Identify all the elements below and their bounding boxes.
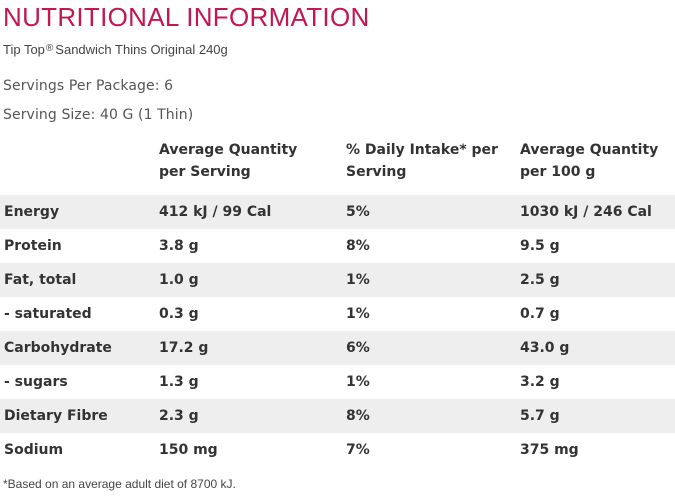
per-serving-value: 1.0 g bbox=[159, 272, 199, 288]
per-serving-value: 150 mg bbox=[159, 442, 218, 458]
product-name: Tip Top® Sandwich Thins Original 240g bbox=[3, 42, 228, 57]
daily-intake-value: 1% bbox=[346, 374, 370, 390]
nutrient-name: - sugars bbox=[4, 374, 68, 390]
product-brand: Tip Top bbox=[3, 42, 45, 57]
daily-intake-value: 6% bbox=[346, 340, 370, 356]
nutrient-name: Energy bbox=[4, 204, 60, 220]
per-serving-value: 412 kJ / 99 Cal bbox=[159, 204, 272, 220]
daily-intake-value: 5% bbox=[346, 204, 370, 220]
table-row: - sugars 1.3 g 1% 3.2 g bbox=[0, 365, 675, 399]
table-header: Average Quantity per Serving % Daily Int… bbox=[0, 129, 675, 195]
nutrient-name: Fat, total bbox=[4, 272, 77, 288]
per-100g-value: 3.2 g bbox=[520, 374, 560, 390]
footnote: *Based on an average adult diet of 8700 … bbox=[3, 477, 236, 491]
per-100g-value: 1030 kJ / 246 Cal bbox=[520, 204, 652, 220]
per-serving-value: 17.2 g bbox=[159, 340, 209, 356]
per-100g-value: 9.5 g bbox=[520, 238, 560, 254]
daily-intake-value: 7% bbox=[346, 442, 370, 458]
table-row: Carbohydrate 17.2 g 6% 43.0 g bbox=[0, 331, 675, 365]
table-body: Energy 412 kJ / 99 Cal 5% 1030 kJ / 246 Cal… bbox=[0, 195, 675, 467]
per-100g-value: 0.7 g bbox=[520, 306, 560, 322]
header-per-100g: Average Quantity per 100 g bbox=[520, 142, 659, 180]
nutrient-name: Sodium bbox=[4, 442, 64, 458]
serving-size: Serving Size: 40 G (1 Thin) bbox=[3, 107, 194, 123]
table-row: Dietary Fibre 2.3 g 8% 5.7 g bbox=[0, 399, 675, 433]
per-serving-value: 3.8 g bbox=[159, 238, 199, 254]
nutrient-name: Carbohydrate bbox=[4, 340, 112, 356]
table-row: - saturated 0.3 g 1% 0.7 g bbox=[0, 297, 675, 331]
daily-intake-value: 8% bbox=[346, 408, 370, 424]
nutrient-name: - saturated bbox=[4, 306, 92, 322]
table-row: Protein 3.8 g 8% 9.5 g bbox=[0, 229, 675, 263]
header-per-serving: Average Quantity per Serving bbox=[159, 142, 298, 180]
nutrient-name: Dietary Fibre bbox=[4, 408, 108, 424]
daily-intake-value: 1% bbox=[346, 306, 370, 322]
trademark-symbol: ® bbox=[45, 43, 54, 54]
header-daily-intake: % Daily Intake* per Serving bbox=[346, 142, 498, 180]
per-serving-value: 0.3 g bbox=[159, 306, 199, 322]
per-serving-value: 1.3 g bbox=[159, 374, 199, 390]
nutrition-table: Average Quantity per Serving % Daily Int… bbox=[0, 129, 675, 467]
daily-intake-value: 8% bbox=[346, 238, 370, 254]
product-description: Sandwich Thins Original 240g bbox=[55, 42, 228, 57]
page-title: NUTRITIONAL INFORMATION bbox=[3, 2, 370, 32]
per-serving-value: 2.3 g bbox=[159, 408, 199, 424]
table-row: Fat, total 1.0 g 1% 2.5 g bbox=[0, 263, 675, 297]
table-row: Energy 412 kJ / 99 Cal 5% 1030 kJ / 246 Cal bbox=[0, 195, 675, 229]
per-100g-value: 43.0 g bbox=[520, 340, 570, 356]
servings-per-package: Servings Per Package: 6 bbox=[3, 78, 174, 94]
daily-intake-value: 1% bbox=[346, 272, 370, 288]
table-row: Sodium 150 mg 7% 375 mg bbox=[0, 433, 675, 467]
per-100g-value: 5.7 g bbox=[520, 408, 560, 424]
per-100g-value: 2.5 g bbox=[520, 272, 560, 288]
nutrient-name: Protein bbox=[4, 238, 62, 254]
per-100g-value: 375 mg bbox=[520, 442, 579, 458]
